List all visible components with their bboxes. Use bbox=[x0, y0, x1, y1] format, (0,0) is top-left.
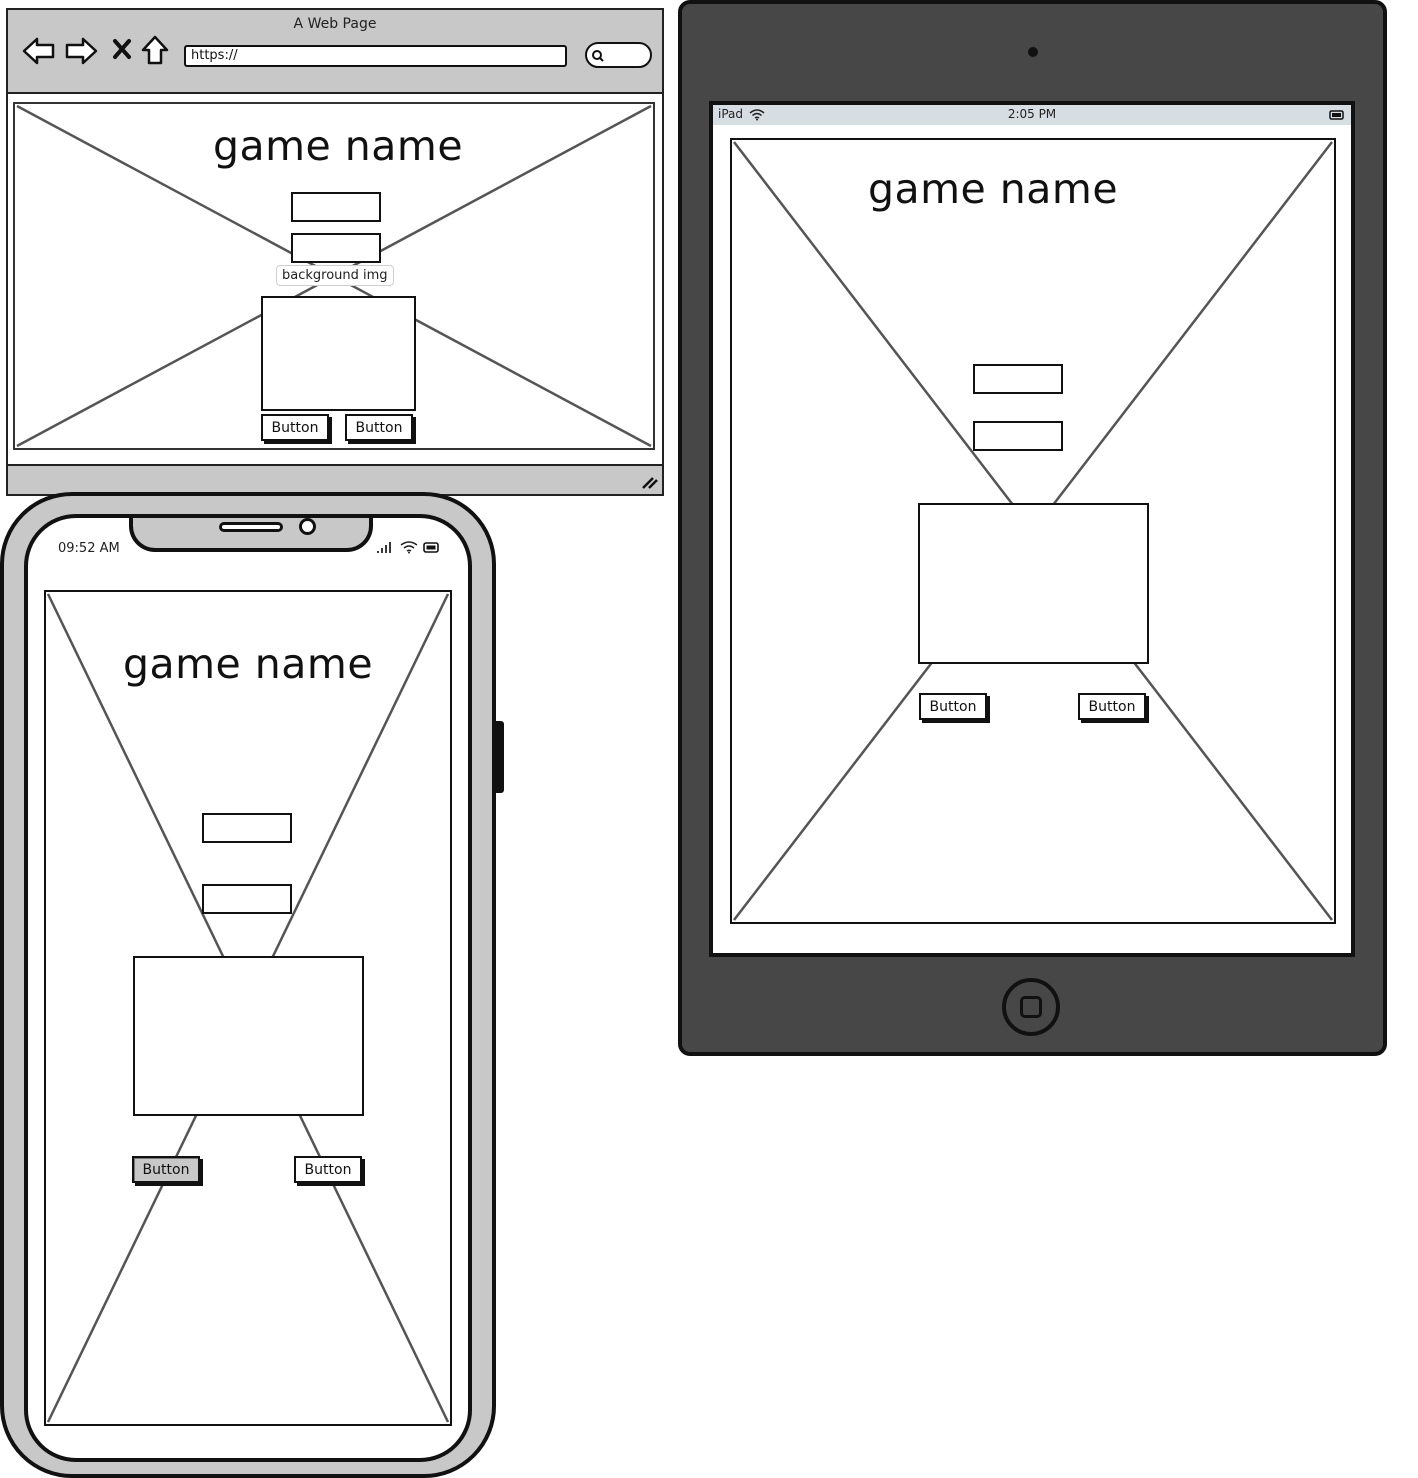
carrier-label: iPad bbox=[718, 107, 744, 121]
input-field[interactable] bbox=[973, 364, 1063, 394]
front-camera bbox=[299, 518, 316, 535]
button-right[interactable]: Button bbox=[294, 1156, 362, 1183]
game-area bbox=[261, 296, 416, 411]
input-field[interactable] bbox=[291, 233, 381, 263]
search-field[interactable] bbox=[585, 42, 652, 68]
phone-notch bbox=[129, 518, 373, 552]
background-img-label: background img bbox=[276, 265, 394, 286]
speaker bbox=[219, 522, 283, 532]
url-bar[interactable]: https:// bbox=[184, 45, 567, 67]
game-title: game name bbox=[122, 640, 374, 688]
browser-content: game name background img Button Button bbox=[8, 92, 662, 466]
status-time: 09:52 AM bbox=[58, 541, 120, 556]
input-field[interactable] bbox=[291, 192, 381, 222]
game-title: game name bbox=[212, 122, 464, 170]
home-icon[interactable] bbox=[140, 34, 170, 66]
button-left[interactable]: Button bbox=[132, 1156, 200, 1183]
battery-icon bbox=[1329, 110, 1344, 120]
wifi-icon bbox=[749, 109, 765, 121]
back-arrow-icon[interactable] bbox=[22, 36, 56, 66]
phone-device: 09:52 AM game name Button Button bbox=[0, 492, 504, 1478]
game-title: game name bbox=[867, 165, 1119, 213]
home-button-icon bbox=[1020, 996, 1042, 1018]
button-right[interactable]: Button bbox=[1078, 693, 1146, 720]
tablet-camera bbox=[1028, 47, 1038, 57]
game-area bbox=[918, 503, 1149, 664]
status-bar: iPad 2:05 PM bbox=[713, 105, 1351, 125]
button-right[interactable]: Button bbox=[345, 414, 413, 441]
close-icon[interactable] bbox=[112, 38, 132, 60]
browser-title: A Web Page bbox=[293, 16, 377, 32]
tablet-screen: iPad 2:05 PM game name Button Button bbox=[709, 101, 1355, 957]
battery-icon bbox=[423, 542, 439, 553]
search-icon bbox=[592, 50, 604, 62]
status-time: 2:05 PM bbox=[1007, 107, 1057, 121]
forward-arrow-icon[interactable] bbox=[64, 36, 98, 66]
signal-icon bbox=[377, 542, 391, 553]
input-field[interactable] bbox=[202, 884, 292, 914]
resize-grip-icon[interactable] bbox=[640, 474, 658, 490]
side-button[interactable] bbox=[496, 721, 504, 793]
button-left[interactable]: Button bbox=[261, 414, 329, 441]
wifi-icon bbox=[400, 541, 418, 554]
tablet-device: iPad 2:05 PM game name Button Button bbox=[678, 0, 1387, 1056]
home-button[interactable] bbox=[1002, 978, 1060, 1036]
input-field[interactable] bbox=[973, 421, 1063, 451]
input-field[interactable] bbox=[202, 813, 292, 843]
browser-window: A Web Page https:// game name background… bbox=[6, 8, 664, 496]
phone-screen: 09:52 AM game name Button Button bbox=[24, 514, 472, 1462]
game-area bbox=[133, 956, 364, 1116]
button-left[interactable]: Button bbox=[919, 693, 987, 720]
